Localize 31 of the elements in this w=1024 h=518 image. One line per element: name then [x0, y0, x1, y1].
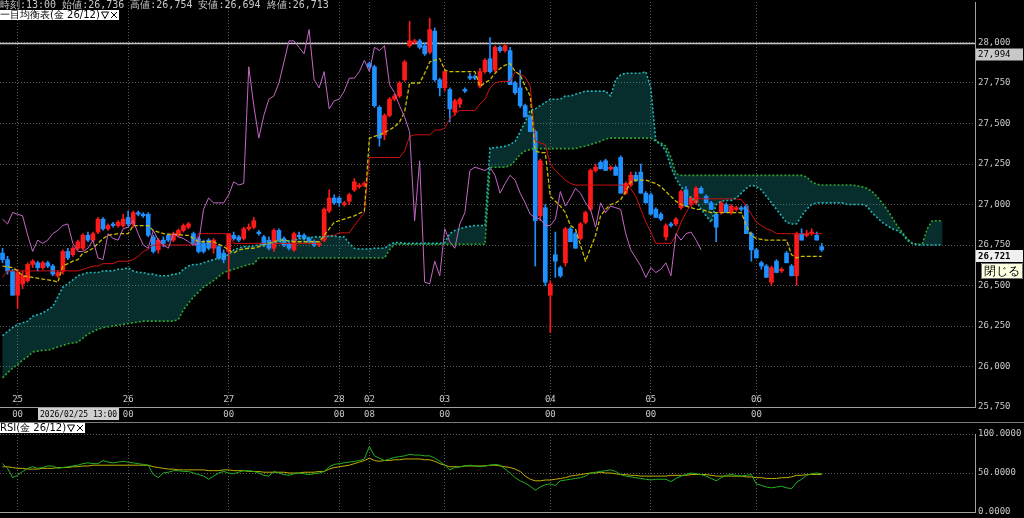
x-tick-label: 06 00 [750, 394, 762, 420]
text: 一目均衡表(金 26/12) [0, 9, 100, 20]
candlestick [547, 280, 553, 333]
y-tick-label: 26,500 [978, 279, 1011, 290]
y-tick-label: 28,000 [978, 36, 1011, 47]
text: 2026/02/25 13:00 [40, 409, 118, 419]
y-tick-label: 27,250 [978, 158, 1011, 169]
y-tick-label: 0.0000 [978, 506, 1011, 517]
text: 26,721 [978, 250, 1011, 261]
ref-line-label: 27,994 [978, 49, 1011, 60]
x-tick-label: 03 00 [439, 394, 451, 420]
y-tick-label: 26,250 [978, 320, 1011, 331]
y-tick-label: 27,000 [978, 198, 1011, 209]
x-tick-label: 05 00 [645, 394, 657, 420]
text: 閉じる [984, 263, 1020, 278]
y-tick-label: 27,500 [978, 117, 1011, 128]
y-tick-label: 50.0000 [978, 467, 1016, 478]
y-tick-label: 25,750 [978, 401, 1011, 412]
chart-subtitle: 時刻:13:00 始値:26,736 高値:26,754 安値:26,694 終値:26,713 [0, 0, 329, 10]
x-tick-label: 04 00 [544, 394, 556, 420]
y-tick-label: 27,750 [978, 77, 1011, 88]
line-series [1, 137, 944, 379]
y-tick-label: 26,750 [978, 239, 1011, 250]
x-tick-label: 26 00 [122, 394, 134, 420]
x-tick-label: 25 00 [12, 394, 24, 420]
x-tick-label: 27 00 [223, 394, 235, 420]
y-tick-label: 26,000 [978, 360, 1011, 371]
x-tick-label: 28 00 [333, 394, 345, 420]
chart-title: RSI(金 26/12) [0, 422, 67, 433]
y-tick-label: 100.0000 [978, 428, 1022, 439]
x-tick-label: 02 08 [363, 394, 375, 420]
